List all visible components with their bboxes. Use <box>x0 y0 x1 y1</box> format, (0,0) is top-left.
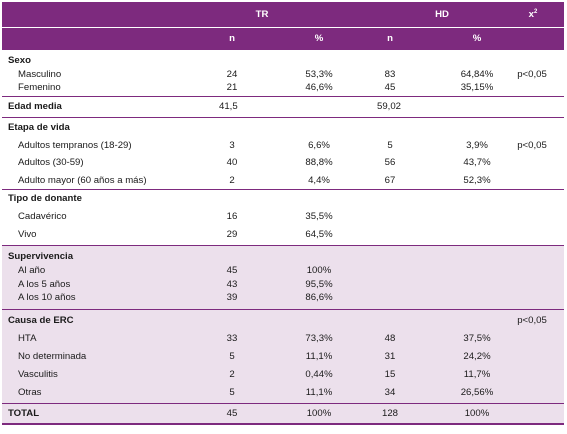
cell-n-tr: 45 <box>226 408 238 419</box>
cell-chi: p<0,05 <box>517 315 547 326</box>
section-supervivencia: Supervivencia Al año 45 100% A los 5 año… <box>2 246 564 310</box>
row-label: Masculino <box>18 69 62 80</box>
row-label: Edad media <box>8 101 62 112</box>
table-header-columns: n % n % <box>2 27 564 50</box>
cell-n-tr: 3 <box>229 140 235 151</box>
header-hd: HD <box>435 9 449 20</box>
header-n-tr: n <box>229 33 235 44</box>
row-label: Cadavérico <box>18 211 67 222</box>
row-label: Vivo <box>18 229 37 240</box>
cell-pct-tr: 11,1% <box>305 387 333 398</box>
cell-n-tr: 43 <box>226 279 238 290</box>
table-header-groups: TR HD x2 <box>2 2 564 27</box>
section-tipo-donante: Tipo de donante Cadavérico 16 35,5% Vivo… <box>2 190 564 246</box>
cell-n-hd: 15 <box>384 369 396 380</box>
cell-n-hd: 128 <box>381 408 398 419</box>
cell-edad-tr: 41,5 <box>219 101 238 112</box>
cell-pct-tr: 100% <box>306 265 332 276</box>
cell-pct-hd: 37,5% <box>463 333 491 344</box>
cell-n-tr: 39 <box>226 292 238 303</box>
cell-pct-tr: 95,5% <box>305 279 333 290</box>
row-label: Al año <box>18 265 46 276</box>
cell-pct-tr: 86,6% <box>305 292 333 303</box>
cell-n-hd: 45 <box>384 82 396 93</box>
header-tr: TR <box>255 9 269 20</box>
cell-n-tr: 29 <box>226 229 238 240</box>
section-etapa-vida: Etapa de vida Adultos tempranos (18-29) … <box>2 118 564 190</box>
row-label: Adultos tempranos (18-29) <box>18 140 132 151</box>
cell-n-tr: 5 <box>229 351 235 362</box>
cell-pct-tr: 64,5% <box>305 229 333 240</box>
cell-n-tr: 2 <box>229 175 235 186</box>
cell-pct-tr: 0,44% <box>305 369 333 380</box>
cell-n-tr: 21 <box>226 82 238 93</box>
cell-pct-hd: 35,15% <box>460 82 494 93</box>
row-total: TOTAL 45 100% 128 100% <box>2 404 564 425</box>
cell-pct-tr: 11,1% <box>305 351 333 362</box>
row-label: A los 5 años <box>18 279 71 290</box>
row-label: HTA <box>18 333 37 344</box>
section-title: Etapa de vida <box>8 122 70 133</box>
cell-pct-hd: 11,7% <box>463 369 491 380</box>
section-sexo: Sexo Masculino 24 53,3% 83 64,84% p<0,05… <box>2 50 564 97</box>
header-pct-hd: % <box>472 33 482 44</box>
row-label: TOTAL <box>8 408 40 419</box>
cell-pct-tr: 35,5% <box>305 211 333 222</box>
cell-pct-hd: 100% <box>464 408 490 419</box>
data-table: TR HD x2 n % n % Sexo Masculino 24 53,3%… <box>2 2 564 425</box>
row-label: Adultos (30-59) <box>18 157 84 168</box>
cell-n-hd: 31 <box>384 351 396 362</box>
row-label: Adulto mayor (60 años a más) <box>18 175 147 186</box>
header-n-hd: n <box>387 33 393 44</box>
cell-n-tr: 5 <box>229 387 235 398</box>
header-chi-square: x2 <box>528 9 538 21</box>
cell-pct-hd: 3,9% <box>466 140 488 151</box>
cell-pct-tr: 88,8% <box>305 157 333 168</box>
cell-pct-tr: 73,3% <box>305 333 333 344</box>
section-title: Supervivencia <box>8 251 74 262</box>
cell-pct-tr: 100% <box>306 408 332 419</box>
cell-pct-hd: 52,3% <box>463 175 491 186</box>
cell-n-hd: 67 <box>384 175 396 186</box>
cell-n-tr: 33 <box>226 333 238 344</box>
header-pct-tr: % <box>314 33 324 44</box>
cell-pct-tr: 6,6% <box>308 140 330 151</box>
section-title: Causa de ERC <box>8 315 74 326</box>
cell-chi: p<0,05 <box>517 140 547 151</box>
section-title: Tipo de donante <box>8 193 82 204</box>
row-edad-media: Edad media 41,5 59,02 <box>2 97 564 118</box>
cell-pct-hd: 24,2% <box>463 351 491 362</box>
row-label: No determinada <box>18 351 87 362</box>
section-causa-erc: Causa de ERC p<0,05 HTA 33 73,3% 48 37,5… <box>2 310 564 404</box>
cell-n-hd: 5 <box>387 140 393 151</box>
section-title: Sexo <box>8 55 31 66</box>
cell-pct-hd: 26,56% <box>460 387 494 398</box>
cell-pct-hd: 64,84% <box>460 69 494 80</box>
cell-n-hd: 34 <box>384 387 396 398</box>
row-label: Vasculitis <box>18 369 58 380</box>
cell-pct-tr: 53,3% <box>305 69 333 80</box>
cell-n-tr: 2 <box>229 369 235 380</box>
row-label: Femenino <box>18 82 61 93</box>
cell-n-tr: 40 <box>226 157 238 168</box>
cell-n-hd: 83 <box>384 69 396 80</box>
cell-n-tr: 45 <box>226 265 238 276</box>
cell-pct-tr: 46,6% <box>305 82 333 93</box>
cell-n-tr: 24 <box>226 69 238 80</box>
row-label: Otras <box>18 387 42 398</box>
cell-pct-tr: 4,4% <box>308 175 330 186</box>
cell-edad-hd: 59,02 <box>377 101 402 112</box>
cell-chi: p<0,05 <box>517 69 547 80</box>
cell-n-hd: 56 <box>384 157 396 168</box>
cell-n-hd: 48 <box>384 333 396 344</box>
row-label: A los 10 años <box>18 292 76 303</box>
cell-pct-hd: 43,7% <box>463 157 491 168</box>
cell-n-tr: 16 <box>226 211 238 222</box>
